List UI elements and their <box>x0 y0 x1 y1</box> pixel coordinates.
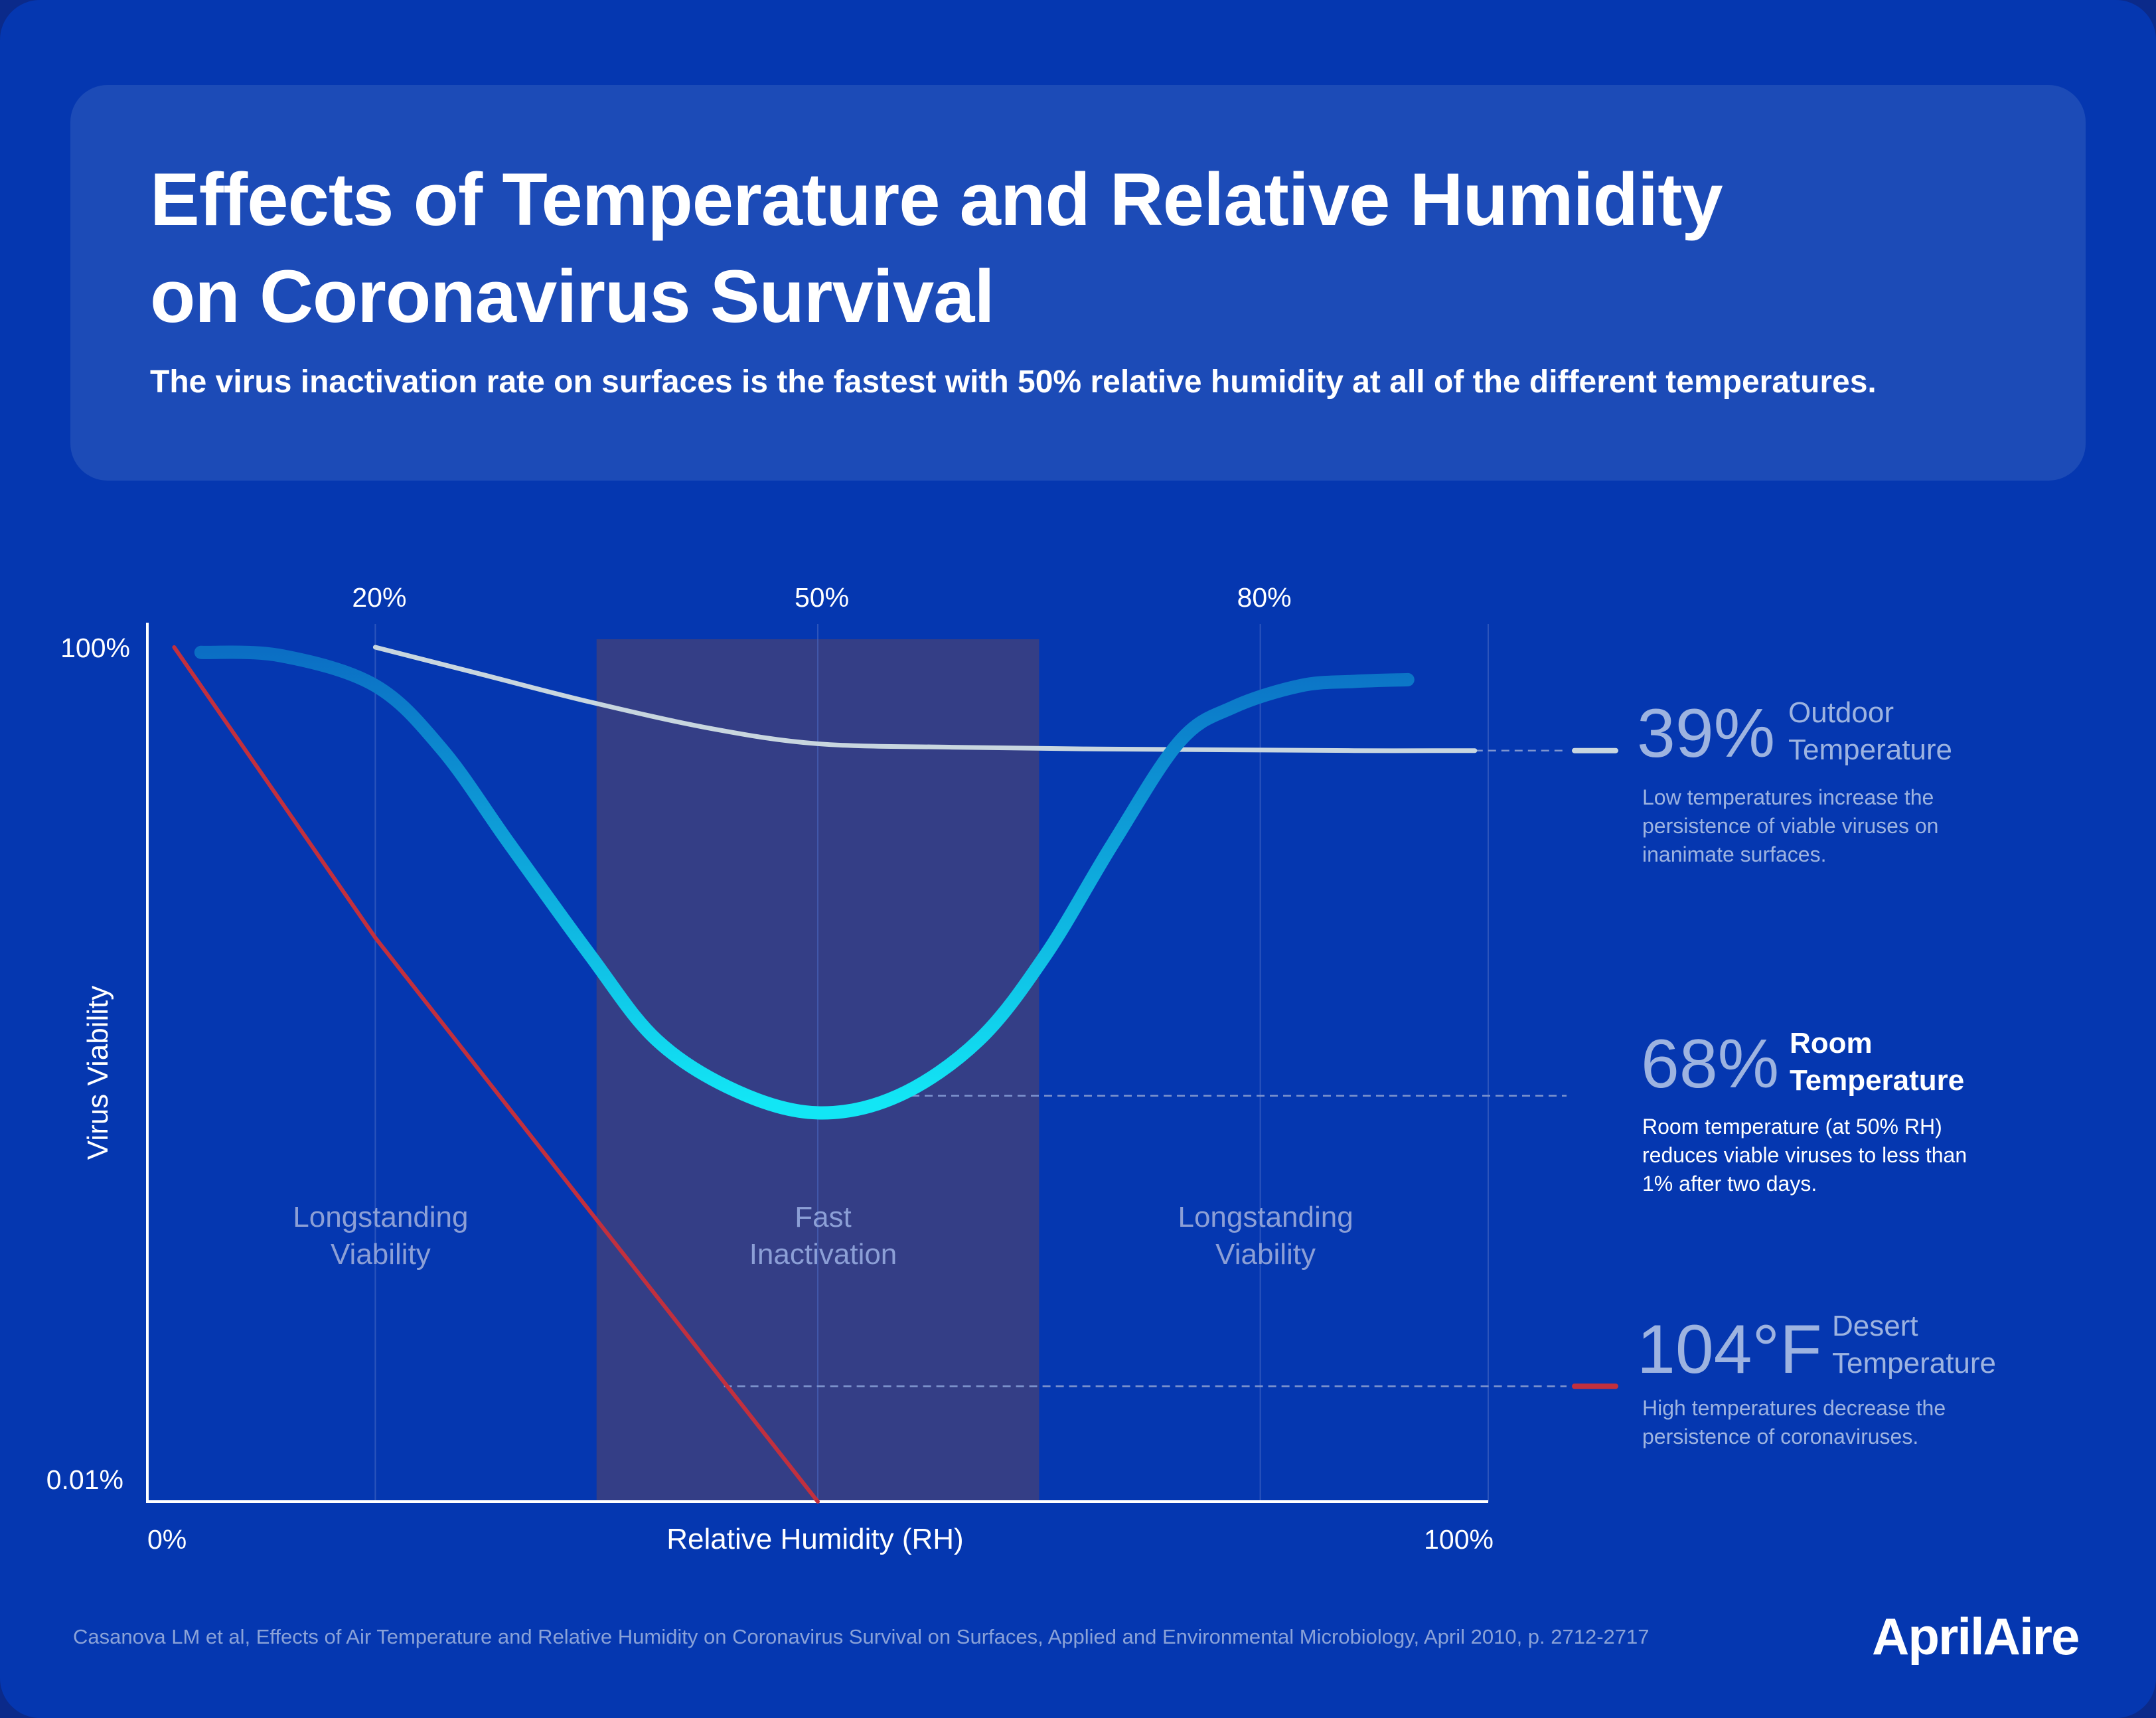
zone-label-2-line-2: Viability <box>1215 1238 1316 1271</box>
outdoor-desc-line-1: Low temperatures increase the <box>1642 785 1934 809</box>
page-title: Effects of Temperature and Relative Humi… <box>150 151 2009 345</box>
outdoor-label: Outdoor Temperature <box>1788 694 2014 769</box>
outdoor-value: 39% <box>1637 695 1776 772</box>
x-tick-label-top-1: 50% <box>795 582 849 613</box>
aprilaire-logo: AprilAire <box>1872 1606 2080 1667</box>
desert-description: High temperatures decrease the persisten… <box>1642 1394 2014 1451</box>
x-tick-label-max: 100% <box>1424 1524 1494 1555</box>
room-description: Room temperature (at 50% RH) reduces via… <box>1642 1113 2014 1198</box>
outdoor-label-line-1: Outdoor <box>1788 696 1894 729</box>
desert-label-line-1: Desert <box>1832 1310 1918 1342</box>
x-tick-label-top-0: 20% <box>352 582 406 613</box>
outdoor-desc-line-3: inanimate surfaces. <box>1642 842 1827 866</box>
desert-desc-line-1: High temperatures decrease the <box>1642 1396 1946 1420</box>
room-label-line-1: Room <box>1790 1027 1873 1059</box>
y-axis-title: Virus Viability <box>82 986 114 1160</box>
zone-label-2-line-1: Longstanding <box>1178 1201 1353 1233</box>
outdoor-label-line-2: Temperature <box>1788 734 1953 766</box>
zone-label-1-line-1: Fast <box>795 1201 852 1233</box>
x-tick-label-min: 0% <box>147 1524 187 1555</box>
room-label: Room Temperature <box>1790 1025 2015 1099</box>
title-line-1: Effects of Temperature and Relative Humi… <box>150 158 1723 241</box>
room-label-line-2: Temperature <box>1790 1064 1965 1097</box>
series-outdoor-line <box>372 645 1478 753</box>
page-subtitle: The virus inactivation rate on surfaces … <box>150 364 1877 400</box>
room-desc-line-1: Room temperature (at 50% RH) <box>1642 1115 1942 1138</box>
zone-label-1-line-2: Inactivation <box>749 1238 897 1271</box>
desert-label: Desert Temperature <box>1832 1308 2058 1382</box>
citation: Casanova LM et al, Effects of Air Temper… <box>73 1625 1650 1648</box>
desert-desc-line-2: persistence of coronaviruses. <box>1642 1425 1919 1448</box>
header-panel: Effects of Temperature and Relative Humi… <box>70 85 2086 481</box>
outdoor-desc-line-2: persistence of viable viruses on <box>1642 814 1939 838</box>
zone-label-0-line-2: Viability <box>331 1238 431 1271</box>
series-room-line <box>194 645 1415 1120</box>
room-desc-line-2: reduces viable viruses to less than <box>1642 1143 1967 1167</box>
y-tick-label-bottom: 0.01% <box>46 1464 123 1495</box>
outdoor-description: Low temperatures increase the persistenc… <box>1642 783 2014 869</box>
desert-label-line-2: Temperature <box>1832 1347 1997 1379</box>
series-desert-line <box>172 645 820 1504</box>
x-tick-label-top-2: 80% <box>1237 582 1292 613</box>
room-desc-line-3: 1% after two days. <box>1642 1172 1817 1196</box>
desert-value: 104°F <box>1637 1311 1822 1388</box>
y-tick-label-top: 100% <box>60 633 130 663</box>
zone-label-0-line-1: Longstanding <box>293 1201 468 1233</box>
title-line-2: on Coronavirus Survival <box>150 255 995 338</box>
logo-text: AprilAire <box>1872 1607 2080 1666</box>
x-axis-title: Relative Humidity (RH) <box>666 1523 963 1555</box>
room-value: 68% <box>1641 1026 1780 1103</box>
